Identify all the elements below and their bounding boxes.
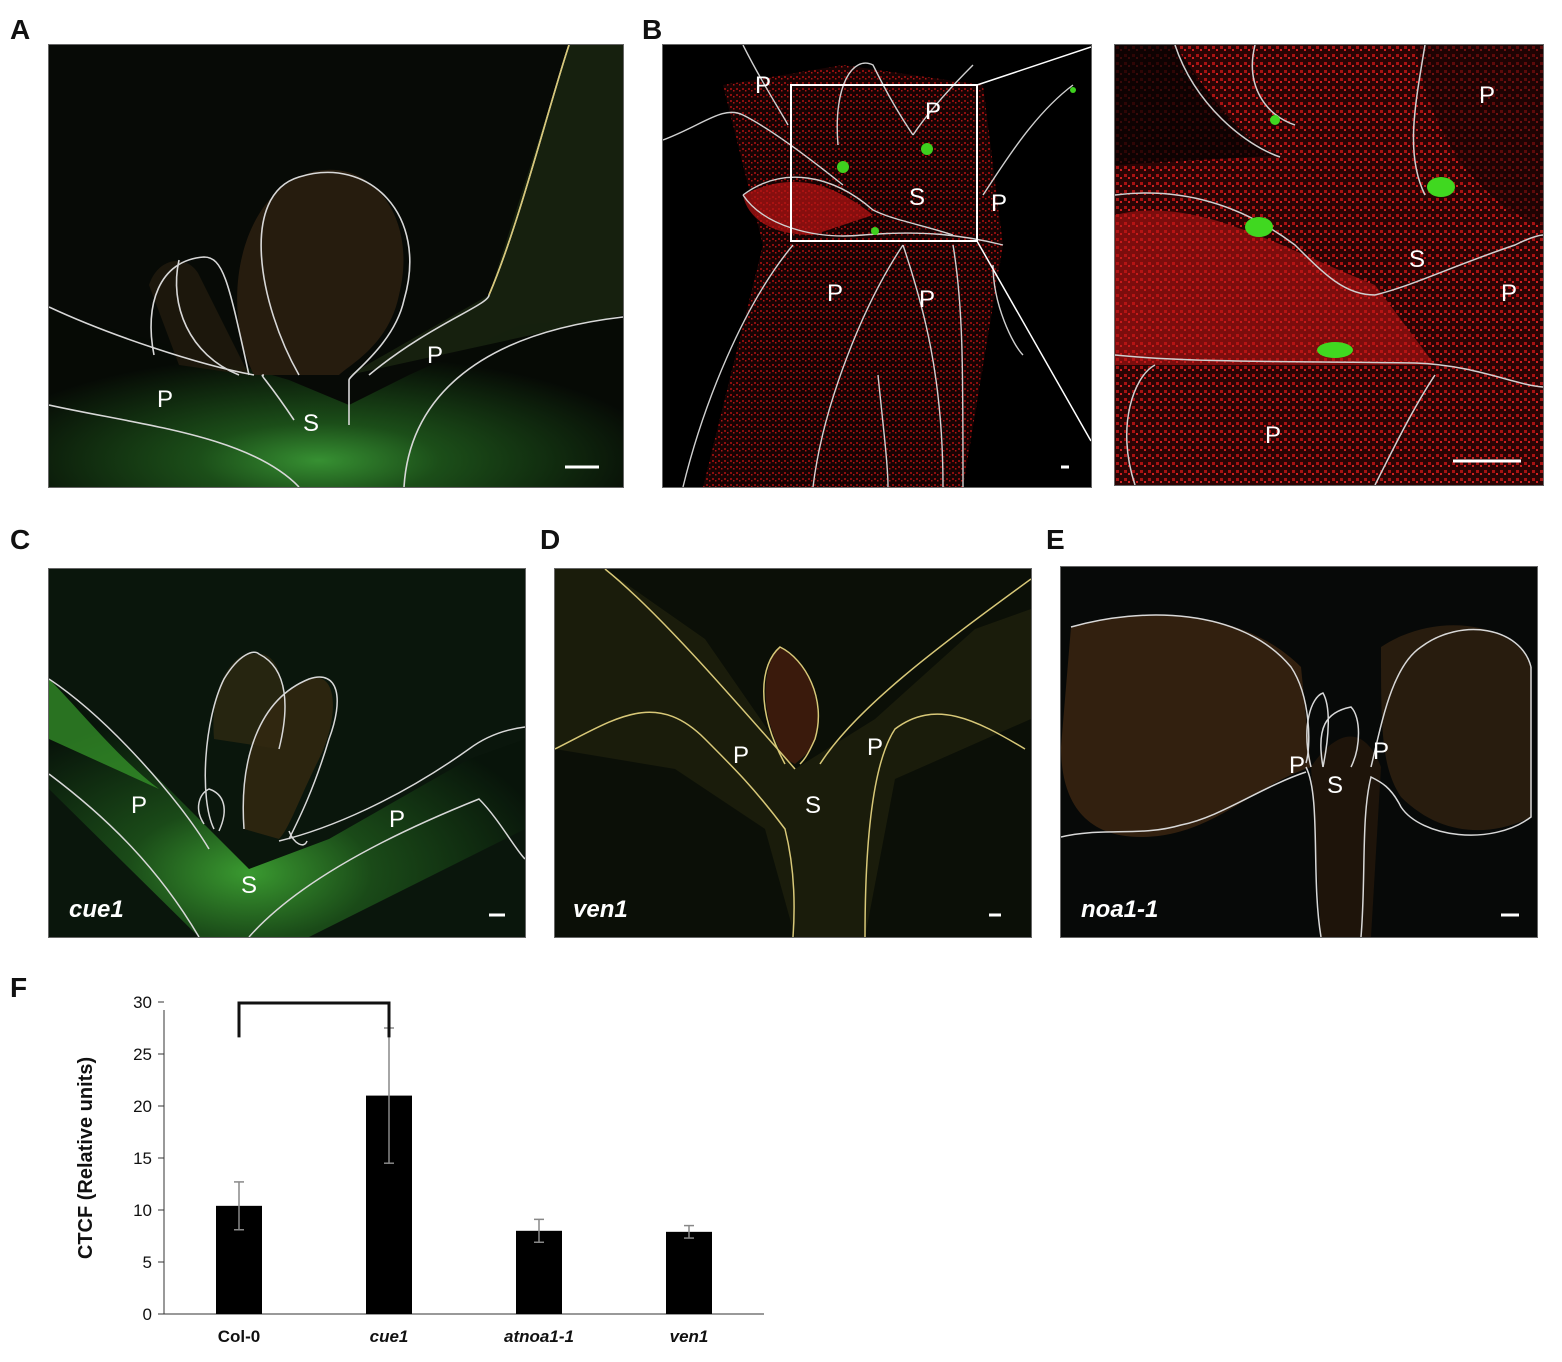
micrograph-a: P P S [48,44,624,488]
label-s-d: S [805,792,821,819]
y-tick-label: 5 [143,1253,152,1272]
panel-letter-d: D [540,524,561,555]
x-tick-label: atnoa1-1 [504,1327,574,1346]
y-tick-label: 15 [133,1149,152,1168]
zoom-box [790,84,978,242]
label-p-c1: P [131,792,147,819]
label-s-c: S [241,872,257,899]
bar [516,1230,562,1314]
y-tick-label: 10 [133,1201,152,1220]
genotype-label-d: ven1 [573,896,628,923]
label-p-inset2: P [1501,280,1517,307]
panel-letter-b: B [642,14,663,45]
label-p-inset3: P [1265,422,1281,449]
x-tick-label: Col-0 [218,1327,261,1346]
panel-letter-f: F [10,972,28,1003]
label-s-e: S [1327,772,1343,799]
micrograph-b-inset: P P P S [1114,44,1544,486]
panel-letter-a: A [10,14,31,45]
micrograph-b: P P P P P S [662,44,1092,488]
label-p-a1: P [157,386,173,413]
y-tick-label: 25 [133,1045,152,1064]
y-tick-label: 20 [133,1097,152,1116]
label-p-b3: P [991,190,1007,217]
significance-star: * [310,990,318,998]
significance-bracket [237,1001,391,1038]
genotype-label-c: cue1 [69,896,124,923]
y-axis-title: CTCF (Relative units) [75,1057,97,1259]
micrograph-c: P P S cue1 [48,568,526,938]
genotype-label-e: noa1-1 [1081,896,1158,923]
label-s-inset: S [1409,246,1425,273]
label-p-a2: P [427,342,443,369]
label-p-b5: P [919,286,935,313]
label-p-inset1: P [1479,82,1495,109]
label-s-a: S [303,410,319,437]
y-tick-label: 30 [133,993,152,1012]
y-tick-label: 0 [143,1305,152,1324]
x-tick-label: ven1 [670,1327,709,1346]
label-s-b: S [909,184,925,211]
micrograph-d: P P S ven1 [554,568,1032,938]
panel-letter-e: E [1046,524,1065,555]
micrograph-e: P P S noa1-1 [1060,566,1538,938]
x-tick-label: cue1 [370,1327,409,1346]
label-p-b2: P [925,98,941,125]
label-p-e2: P [1373,738,1389,765]
label-p-d1: P [733,742,749,769]
bar [666,1231,712,1314]
label-p-b4: P [827,280,843,307]
label-p-b1: P [755,72,771,99]
label-p-d2: P [867,734,883,761]
panel-letter-c: C [10,524,31,555]
label-p-e1: P [1289,752,1305,779]
bar-chart: 0 5 10 15 20 25 30 CTCF (Relative units) Col-0 cu… [75,990,764,1346]
label-p-c2: P [389,806,405,833]
